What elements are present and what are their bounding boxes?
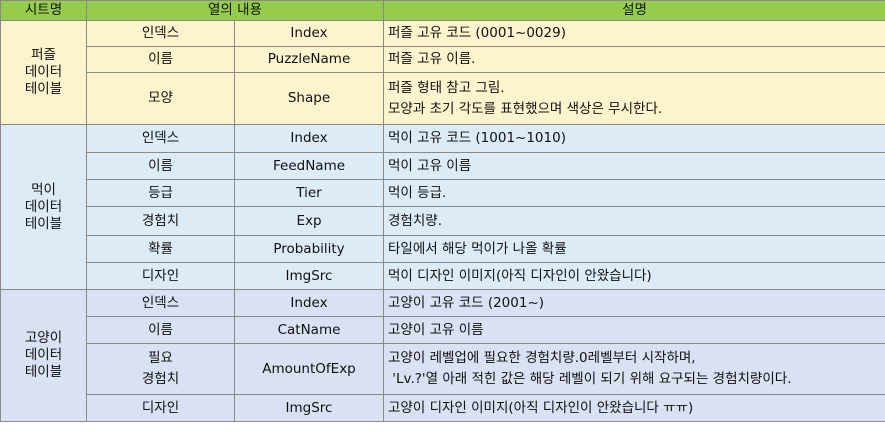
column-id-cell[interactable]: Exp [233, 206, 385, 236]
column-id-cell[interactable]: AmountOfExp [233, 343, 385, 395]
column-label-cell[interactable]: 이름 [86, 316, 235, 344]
column-id-cell[interactable]: Index [233, 20, 385, 47]
description-line: 모양과 초기 각도를 표현했으며 색상은 무시한다. [388, 100, 663, 117]
sheet-name-line: 테이블 [24, 215, 63, 232]
sheet-name-line: 데이터 [24, 198, 63, 215]
sheet-name-line: 테이블 [24, 81, 63, 97]
table-row: 모양 Shape 퍼즐 형태 참고 그림. 모양과 초기 각도를 표현했으며 색… [1, 72, 885, 125]
description-cell[interactable]: 먹이 디자인 이미지(아직 디자인이 안왔습니다) [383, 262, 885, 290]
description-cell[interactable]: 먹이 고유 코드 (1001~1010) [383, 124, 885, 153]
column-label-cell[interactable]: 필요 경험치 [86, 343, 235, 395]
description-cell[interactable]: 타일에서 해당 먹이가 나올 확률 [383, 235, 885, 263]
table-row: 디자인 ImgSrc 먹이 디자인 이미지(아직 디자인이 안왔습니다) [1, 262, 885, 290]
column-id-cell[interactable]: Tier [233, 179, 385, 207]
column-id-cell[interactable]: FeedName [233, 152, 385, 180]
table-row: 확률 Probability 타일에서 해당 먹이가 나올 확률 [1, 235, 885, 263]
table-row: 필요 경험치 AmountOfExp 고양이 레벨업에 필요한 경험치량.0레벨… [1, 343, 885, 395]
table-row: 등급 Tier 먹이 등급. [1, 179, 885, 207]
column-label-cell[interactable]: 디자인 [86, 262, 235, 290]
sheet-name-line: 데이터 [24, 64, 63, 80]
column-id-cell[interactable]: ImgSrc [233, 394, 385, 422]
description-cell[interactable]: 먹이 등급. [383, 179, 885, 207]
description-cell[interactable]: 경험치량. [383, 206, 885, 236]
table-row: 경험치 Exp 경험치량. [1, 206, 885, 236]
column-id-cell[interactable]: PuzzleName [233, 46, 385, 73]
sheet-name-line: 먹이 [31, 181, 56, 198]
column-label-cell[interactable]: 인덱스 [86, 20, 235, 47]
column-label-cell[interactable]: 모양 [86, 72, 235, 125]
sheet-name-cell[interactable]: 먹이 데이터 테이블 [0, 124, 87, 290]
column-label-cell[interactable]: 경험치 [86, 206, 235, 236]
sheet-name-cell[interactable]: 퍼즐 데이터 테이블 [0, 20, 87, 125]
sheet-name-line: 퍼즐 [31, 47, 56, 63]
table-row: 이름 PuzzleName 퍼즐 고유 이름. [1, 46, 885, 73]
description-line: 퍼즐 형태 참고 그림. [388, 79, 505, 96]
table-row: 디자인 ImgSrc 고양이 디자인 이미지(아직 디자인이 안왔습니다 ㅠㅠ) [1, 394, 885, 422]
table-row: 이름 CatName 고양이 고유 이름 [1, 316, 885, 344]
column-id-cell[interactable]: Probability [233, 235, 385, 263]
column-label-cell[interactable]: 이름 [86, 152, 235, 180]
description-line: 고양이 레벨업에 필요한 경험치량.0레벨부터 시작하며, [388, 350, 696, 366]
description-cell[interactable]: 고양이 디자인 이미지(아직 디자인이 안왔습니다 ㅠㅠ) [383, 394, 885, 422]
description-cell[interactable]: 퍼즐 형태 참고 그림. 모양과 초기 각도를 표현했으며 색상은 무시한다. [383, 72, 885, 125]
column-id-cell[interactable]: Index [233, 289, 385, 317]
sheet-name-cell[interactable]: 고양이 데이터 테이블 [0, 289, 87, 422]
description-cell[interactable]: 퍼즐 고유 이름. [383, 46, 885, 73]
column-id-cell[interactable]: Shape [233, 72, 385, 125]
table-row: 퍼즐 데이터 테이블 인덱스 Index 퍼즐 고유 코드 (0001~0029… [0, 20, 885, 125]
description-cell[interactable]: 먹이 고유 이름 [383, 152, 885, 180]
header-sheet-name-cell[interactable]: 시트명 [0, 0, 87, 21]
column-id-cell[interactable]: ImgSrc [233, 262, 385, 290]
column-label-cell[interactable]: 인덱스 [86, 289, 235, 317]
table-row: 먹이 데이터 테이블 인덱스 Index 먹이 고유 코드 (1001~1010… [0, 124, 885, 290]
column-label-cell[interactable]: 이름 [86, 46, 235, 73]
column-label-cell[interactable]: 등급 [86, 179, 235, 207]
table-row: 고양이 데이터 테이블 인덱스 Index 고양이 고유 코드 (2001~) [0, 289, 885, 422]
description-cell[interactable]: 고양이 레벨업에 필요한 경험치량.0레벨부터 시작하며, 'Lv.?'열 아래… [383, 343, 885, 395]
column-id-cell[interactable]: Index [233, 124, 385, 153]
sheet-name-line: 데이터 [24, 347, 63, 363]
header-description-cell[interactable]: 설명 [383, 0, 885, 21]
column-label-cell[interactable]: 인덱스 [86, 124, 235, 153]
column-id-cell[interactable]: CatName [233, 316, 385, 344]
column-label-cell[interactable]: 확률 [86, 235, 235, 263]
description-line: 'Lv.?'열 아래 적힌 값은 해당 레벨이 되기 위해 요구되는 경험치량이… [388, 371, 792, 387]
sheet-name-line: 테이블 [24, 364, 63, 380]
spreadsheet-table: 시트명 열의 내용 설명 퍼즐 데이터 테이블 인덱스 Index 퍼즐 고유 … [0, 0, 885, 422]
column-label-cell[interactable]: 디자인 [86, 394, 235, 422]
description-cell[interactable]: 고양이 고유 이름 [383, 316, 885, 344]
description-cell[interactable]: 고양이 고유 코드 (2001~) [383, 289, 885, 317]
header-row: 시트명 열의 내용 설명 [0, 0, 885, 21]
header-column-content-cell[interactable]: 열의 내용 [85, 0, 385, 21]
description-cell[interactable]: 퍼즐 고유 코드 (0001~0029) [383, 20, 885, 47]
table-row: 이름 FeedName 먹이 고유 이름 [1, 152, 885, 180]
sheet-name-line: 고양이 [24, 330, 63, 346]
